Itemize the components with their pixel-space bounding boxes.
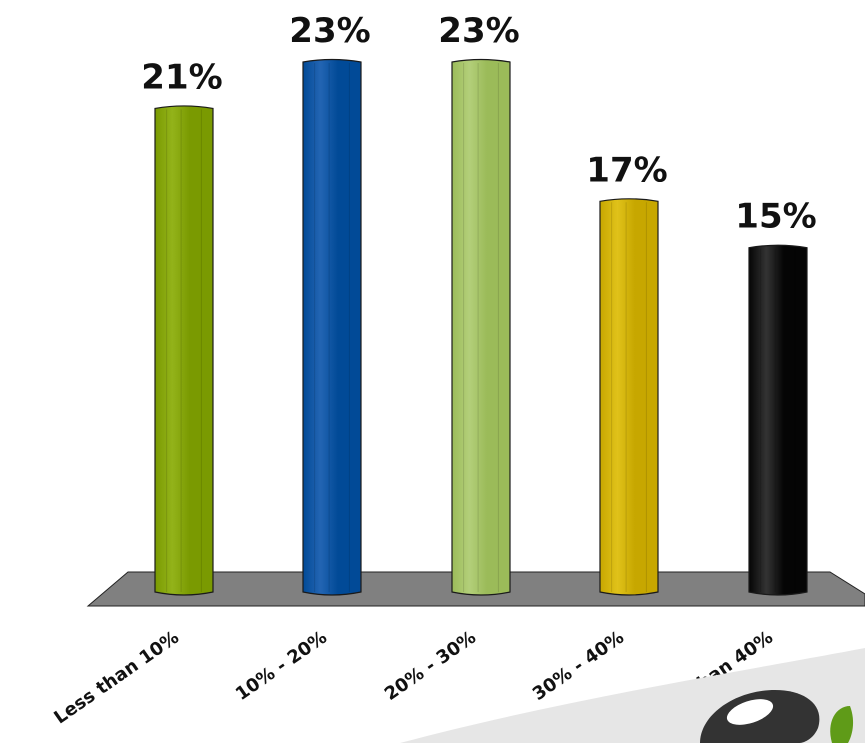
x-tick-label: 10% - 20% <box>232 627 331 705</box>
labels-layer: 21% 23% 23% 17% 15% <box>141 11 816 237</box>
x-tick-label: 20% - 30% <box>381 627 480 705</box>
x-tick-label: Less than 10% <box>50 627 183 729</box>
bar <box>748 244 808 596</box>
bar <box>302 58 362 596</box>
logo-green-leaf <box>830 706 854 743</box>
data-label: 15% <box>735 197 816 237</box>
bar <box>599 198 659 596</box>
data-label: 23% <box>289 11 370 51</box>
bar <box>451 58 511 596</box>
data-label: 17% <box>586 150 667 190</box>
data-label: 23% <box>438 11 519 51</box>
x-tick-label: 30% - 40% <box>529 627 628 705</box>
data-label: 21% <box>141 57 222 97</box>
corner-logo <box>400 648 865 743</box>
bars-layer <box>154 58 808 596</box>
logo-white-dot <box>726 699 774 725</box>
bar <box>154 105 214 596</box>
